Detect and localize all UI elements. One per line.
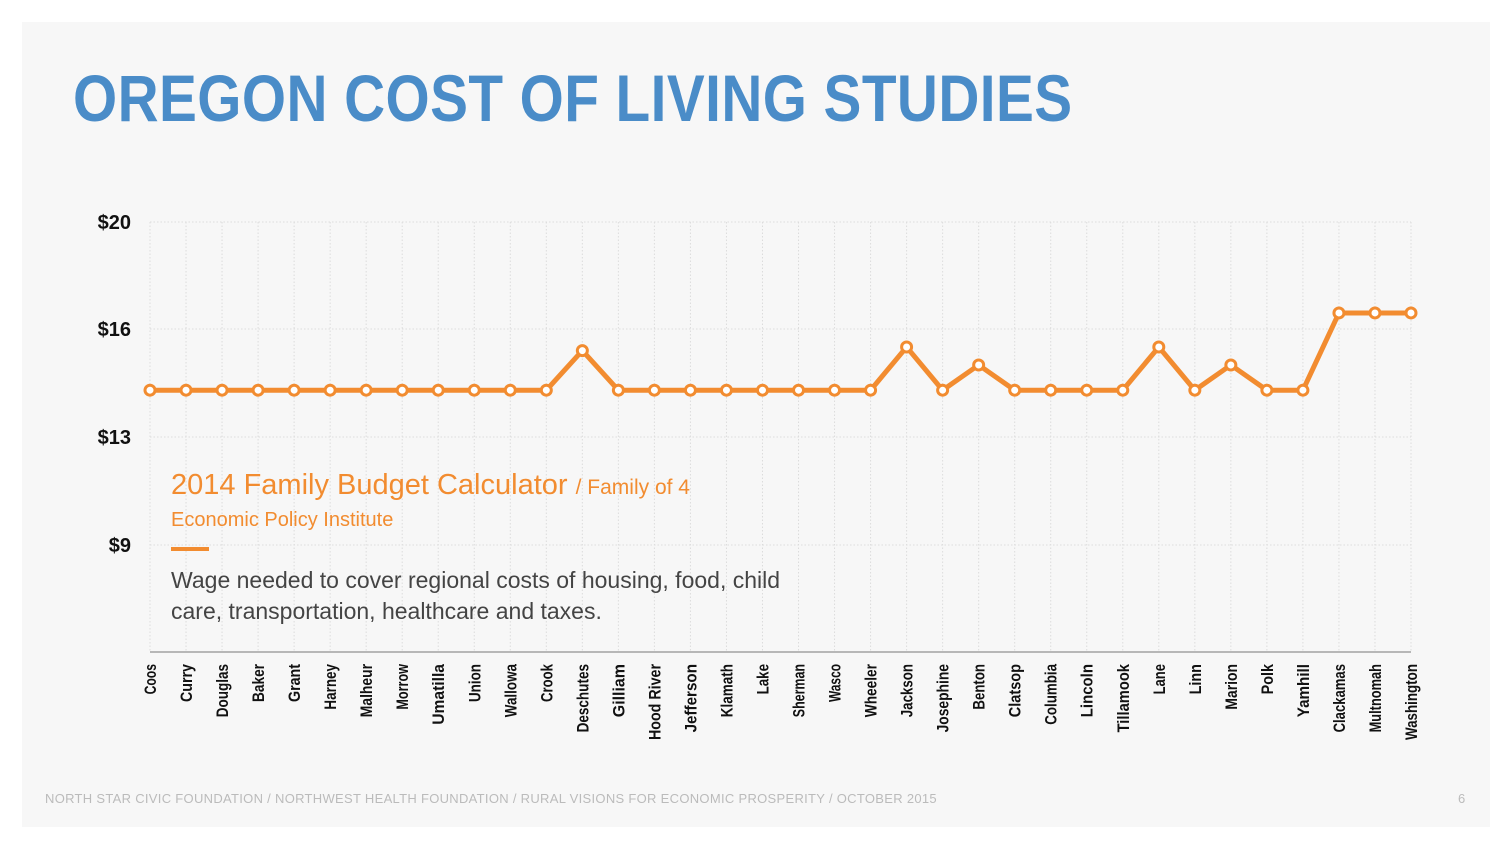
x-tick-label: Union [465, 664, 484, 702]
data-point [1332, 306, 1346, 320]
page-number: 6 [1458, 791, 1466, 806]
annotation-divider [171, 547, 209, 551]
x-tick-label: Crook [537, 664, 556, 702]
data-point [864, 383, 878, 397]
x-tick-label: Morrow [393, 663, 412, 709]
data-point [323, 383, 337, 397]
chart-annotation: 2014 Family Budget Calculator / Family o… [171, 466, 791, 627]
x-tick-label: Washington [1402, 664, 1421, 740]
x-tick-label: Umatilla [429, 664, 448, 725]
data-point [611, 383, 625, 397]
x-tick-label: Josephine [934, 664, 953, 732]
slide-background [22, 22, 1490, 827]
page-title: OREGON COST OF LIVING STUDIES [73, 61, 1073, 135]
x-tick-label: Gilliam [609, 664, 628, 717]
data-point [1116, 383, 1130, 397]
x-tick-label: Clatsop [1006, 664, 1025, 717]
data-point [1152, 340, 1166, 354]
x-tick-label: Jackson [898, 664, 917, 717]
data-point [539, 383, 553, 397]
data-point [431, 383, 445, 397]
x-tick-label: Lake [753, 664, 772, 694]
data-point [287, 383, 301, 397]
data-point [719, 383, 733, 397]
x-tick-label: Marion [1222, 664, 1241, 710]
data-point [179, 383, 193, 397]
x-tick-label: Linn [1186, 664, 1205, 694]
data-point [1368, 306, 1382, 320]
data-point [575, 344, 589, 358]
x-tick-label: Columbia [1042, 664, 1061, 725]
x-tick-label: Multnomah [1366, 664, 1385, 732]
data-point [1260, 383, 1274, 397]
y-tick-label: $9 [109, 535, 131, 557]
data-point [900, 340, 914, 354]
data-point [395, 383, 409, 397]
x-tick-label: Coos [141, 664, 160, 694]
data-point [467, 383, 481, 397]
y-tick-label: $13 [98, 427, 131, 449]
x-tick-label: Hood River [645, 664, 664, 740]
data-point [683, 383, 697, 397]
data-point [936, 383, 950, 397]
data-point [1224, 358, 1238, 372]
data-point [1296, 383, 1310, 397]
data-point [1404, 306, 1418, 320]
x-tick-label: Douglas [213, 664, 232, 717]
data-point [503, 383, 517, 397]
chart-grid [149, 221, 1412, 652]
data-point [1008, 383, 1022, 397]
x-tick-label: Lane [1150, 664, 1169, 694]
data-point [972, 358, 986, 372]
data-point [828, 383, 842, 397]
y-tick-label: $16 [98, 319, 131, 341]
data-point [359, 383, 373, 397]
y-axis: $20 $16 $13 $9 [98, 212, 131, 557]
annotation-title-line: 2014 Family Budget Calculator / Family o… [171, 466, 791, 507]
data-points [143, 306, 1418, 397]
data-point [1080, 383, 1094, 397]
x-tick-label: Wheeler [862, 664, 881, 718]
x-tick-label: Wallowa [501, 664, 520, 718]
x-tick-label: Malheur [357, 664, 376, 718]
x-tick-label: Polk [1258, 664, 1277, 695]
x-tick-label: Harney [321, 664, 340, 710]
x-tick-label: Tillamook [1114, 664, 1133, 733]
annotation-source: Economic Policy Institute [171, 509, 394, 531]
data-point [1044, 383, 1058, 397]
x-tick-label: Baker [249, 664, 268, 702]
x-tick-label: Grant [285, 664, 304, 702]
x-tick-label: Jefferson [681, 664, 700, 732]
x-axis: Coos Curry Douglas Baker Grant Harney Malheur M… [141, 663, 1421, 740]
annotation-description: Wage needed to cover regional costs of h… [171, 567, 781, 624]
annotation-subtitle: / Family of 4 [575, 476, 690, 499]
x-tick-label: Clackamas [1330, 664, 1349, 732]
x-tick-label: Lincoln [1078, 664, 1097, 717]
x-tick-label: Yamhill [1294, 664, 1313, 717]
data-point [647, 383, 661, 397]
data-point [1188, 383, 1202, 397]
x-tick-label: Sherman [790, 664, 809, 717]
x-tick-label: Klamath [717, 664, 736, 717]
data-point [792, 383, 806, 397]
footer-credits: NORTH STAR CIVIC FOUNDATION / NORTHWEST … [45, 791, 937, 806]
data-point [143, 383, 157, 397]
data-point [215, 383, 229, 397]
x-tick-label: Deschutes [573, 664, 592, 732]
data-point [755, 383, 769, 397]
x-tick-label: Wasco [826, 664, 845, 702]
annotation-title: 2014 Family Budget Calculator [171, 469, 568, 501]
series-line [150, 310, 1411, 394]
x-tick-label: Benton [970, 664, 989, 710]
x-tick-label: Curry [177, 664, 196, 702]
y-tick-label: $20 [98, 212, 131, 234]
data-point [251, 383, 265, 397]
